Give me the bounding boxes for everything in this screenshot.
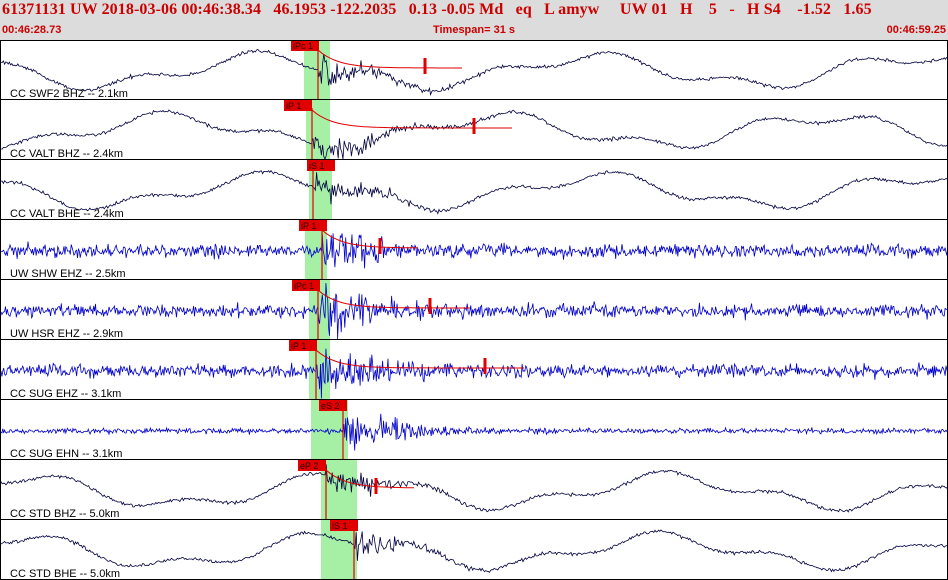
coda-fit-curve [321, 229, 419, 249]
pick-tag-box [319, 400, 347, 411]
coda-fit-curve [311, 109, 512, 129]
pick-tag-label: iPc 1 [293, 41, 313, 51]
coda-end-marker [378, 238, 382, 254]
pick-tag-label: iS 1 [332, 521, 348, 531]
phase-pick-tag: iPc 1 [292, 280, 320, 291]
pick-tag-label: iP 1 [286, 101, 301, 111]
station-channel-label: UW SHW EHZ -- 2.5km [10, 268, 126, 280]
pick-window [309, 340, 330, 400]
station-channel-label: CC VALT BHE -- 2.4km [10, 208, 124, 220]
coda-fit-curve [325, 469, 415, 489]
phase-pick-tag: iP 1 [284, 100, 312, 111]
waveform-trace [0, 413, 948, 451]
pick-tag-label: iP 1 [301, 221, 316, 231]
pick-tag-label: eS 2 [321, 401, 340, 411]
end-time-label: 00:46:59.25 [886, 24, 946, 36]
coda-end-marker [472, 118, 476, 134]
waveform-trace [0, 109, 948, 161]
coda-end-marker [374, 478, 378, 494]
pick-tag-label: iS 1 [309, 161, 325, 171]
start-time-label: 00:46:28.73 [2, 24, 62, 36]
pick-tag-box [298, 460, 326, 471]
seismogram-traces-panel[interactable]: iPc 1 CC SWF2 BHZ -- 2.1km iP 1 CC VALT BHZ… [0, 40, 948, 580]
pick-tag-box [291, 40, 319, 51]
event-header: 61371131 UW 2018-03-06 00:46:38.34 46.19… [0, 0, 948, 40]
station-channel-label: CC STD BHE -- 5.0km [10, 568, 120, 580]
waveform-trace [0, 529, 948, 574]
phase-pick-tag: iPc 1 [291, 40, 319, 51]
pick-tag-box [299, 220, 327, 231]
phase-pick-tag: iS 1 [307, 160, 335, 171]
event-summary-line: 61371131 UW 2018-03-06 00:46:38.34 46.19… [2, 1, 872, 18]
pick-tag-box [284, 100, 312, 111]
timespan-label: Timespan= 31 s [432, 24, 516, 36]
waveform-trace [0, 464, 948, 513]
waveform-trace [0, 233, 948, 269]
phase-pick-tag: iS 1 [330, 520, 358, 531]
waveform-trace [0, 282, 948, 340]
station-channel-label: UW HSR EHZ -- 2.9km [10, 328, 123, 340]
coda-end-marker [423, 58, 427, 74]
waveform-trace [1, 49, 948, 97]
pick-tag-box [330, 520, 358, 531]
pick-tag-box [292, 280, 320, 291]
pick-tag-label: iPc 1 [294, 281, 314, 291]
coda-end-marker [428, 298, 432, 314]
station-channel-label: CC SUG EHZ -- 3.1km [10, 388, 121, 400]
pick-window [309, 160, 332, 220]
waveform-trace [0, 348, 948, 399]
pick-tag-box [307, 160, 335, 171]
station-channel-label: CC STD BHZ -- 5.0km [10, 508, 119, 520]
phase-pick-tag: eS 2 [319, 400, 347, 411]
station-channel-label: CC SUG EHN -- 3.1km [10, 448, 122, 460]
coda-fit-curve [317, 289, 470, 309]
station-channel-label: CC VALT BHZ -- 2.4km [10, 148, 123, 160]
station-channel-label: CC SWF2 BHZ -- 2.1km [10, 88, 128, 100]
phase-pick-tag: eP 2 [298, 460, 326, 471]
coda-end-marker [483, 358, 487, 374]
phase-pick-tag: iP 1 [299, 220, 327, 231]
pick-tag-box [289, 340, 317, 351]
coda-fit-curve [315, 349, 524, 369]
coda-fit-curve [317, 49, 462, 69]
pick-tag-label: iP 1 [291, 341, 306, 351]
waveform-trace [1, 169, 948, 215]
pick-tag-label: eP 2 [300, 461, 318, 471]
phase-pick-tag: iP 1 [289, 340, 317, 351]
